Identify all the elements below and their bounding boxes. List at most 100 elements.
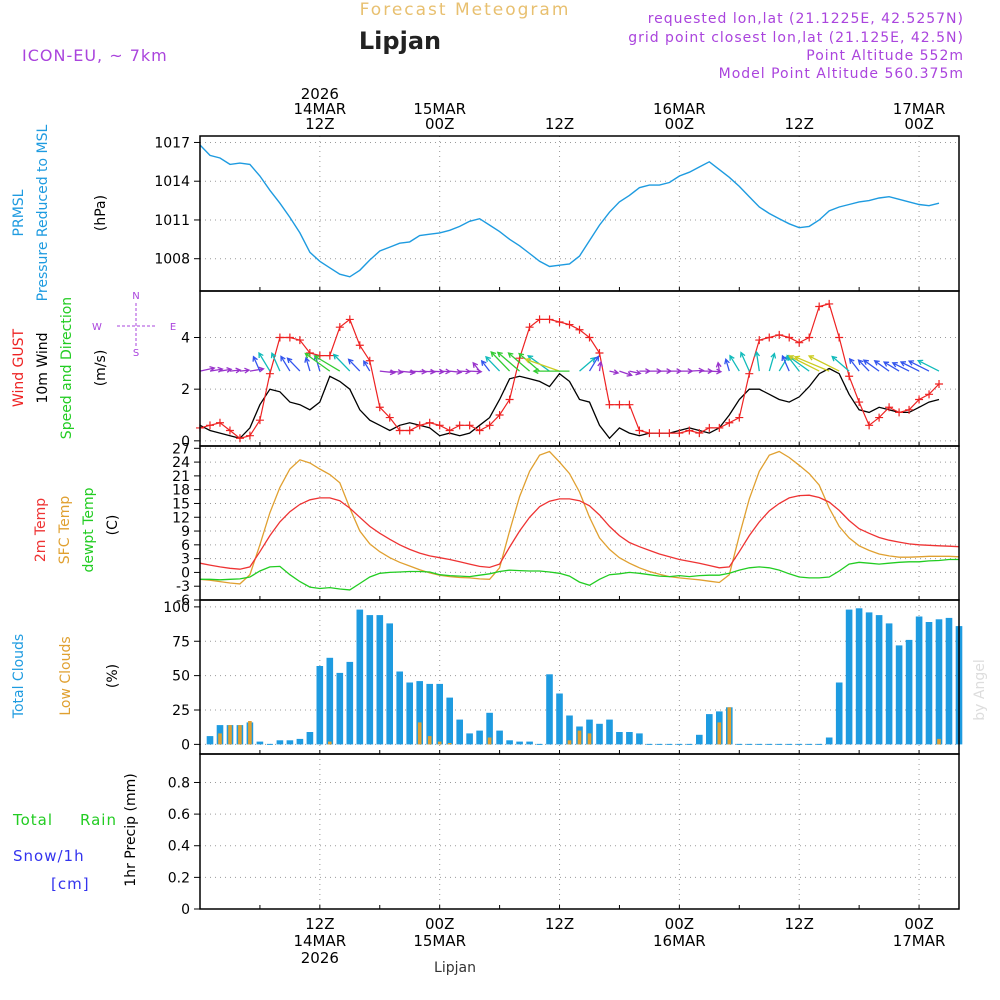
gust-marker bbox=[715, 423, 724, 432]
low-cloud-bar bbox=[417, 722, 422, 745]
gust-marker bbox=[695, 429, 704, 438]
wind-direction-arrow bbox=[252, 355, 261, 372]
gust-marker bbox=[405, 426, 414, 435]
gust-marker bbox=[875, 413, 884, 422]
gust-marker bbox=[255, 416, 264, 425]
wind-direction-arrow bbox=[347, 358, 361, 372]
wind-direction-arrow bbox=[768, 352, 777, 372]
gust-marker bbox=[825, 299, 834, 308]
wind-direction-arrow bbox=[588, 355, 600, 372]
y-tick-label: 0.8 bbox=[168, 775, 190, 791]
total-cloud-bar bbox=[596, 723, 603, 745]
wind-direction-arrow bbox=[469, 368, 483, 375]
wind-direction-arrow bbox=[304, 352, 331, 372]
precip-total-label: Total bbox=[12, 811, 53, 829]
wind-direction-arrow bbox=[286, 357, 301, 372]
wind-direction-arrow bbox=[882, 361, 900, 372]
low-cloud-bar bbox=[717, 722, 722, 745]
wind-direction-arrow bbox=[629, 369, 642, 376]
total-cloud-bar bbox=[546, 674, 553, 745]
sfc-temp-line bbox=[199, 450, 960, 585]
wind-direction-arrow bbox=[209, 366, 224, 373]
dewpoint-line bbox=[200, 558, 959, 591]
y-tick-label: 50 bbox=[172, 669, 190, 685]
y-tick-label: 6 bbox=[181, 538, 190, 554]
gust-marker bbox=[565, 320, 574, 329]
gust-marker bbox=[435, 421, 444, 430]
compass-west: W bbox=[92, 322, 102, 333]
total-cloud-bar bbox=[935, 619, 943, 745]
y-tick-label: 9 bbox=[181, 524, 190, 540]
top-time-label: 12Z bbox=[545, 115, 574, 133]
total-cloud-bar bbox=[526, 741, 533, 745]
low-cloud-bar bbox=[567, 740, 572, 745]
compass-east: E bbox=[170, 322, 176, 333]
gust-marker bbox=[855, 398, 864, 407]
precip-snow-label: Snow/1h bbox=[13, 847, 85, 865]
gust-marker bbox=[725, 418, 734, 427]
y-tick-label: 0 bbox=[181, 434, 190, 450]
requested-coords: requested lon,lat (21.1225E, 42.5257N) bbox=[648, 11, 964, 27]
compass-north: N bbox=[132, 291, 139, 302]
gust-marker bbox=[795, 338, 804, 347]
bottom-time-label: 00Z bbox=[904, 915, 933, 933]
wind-direction-arrow bbox=[532, 368, 570, 375]
wind-direction-arrow bbox=[781, 354, 790, 372]
bottom-time-label: 00Z bbox=[665, 915, 694, 933]
gust-marker bbox=[235, 434, 244, 443]
total-cloud-bar bbox=[915, 616, 923, 745]
total-cloud-bar bbox=[256, 741, 264, 745]
total-cloud-bar bbox=[296, 738, 304, 745]
wind-direction-arrow bbox=[472, 361, 481, 372]
total-cloud-bar bbox=[865, 612, 873, 745]
gust-marker bbox=[865, 421, 874, 430]
gust-marker bbox=[585, 333, 594, 342]
gust-marker bbox=[295, 336, 304, 345]
low-cloud-bar bbox=[447, 743, 452, 745]
hpa-label: (hPa) bbox=[93, 195, 109, 231]
total-cloud-bar bbox=[456, 719, 463, 745]
total-cloud-bar bbox=[616, 732, 623, 745]
gust-marker bbox=[345, 315, 354, 324]
y-tick-label: 0.6 bbox=[168, 807, 190, 823]
total-cloud-bar bbox=[905, 639, 913, 745]
gust-marker bbox=[215, 418, 224, 427]
gust-marker bbox=[915, 395, 924, 404]
wind-direction-arrow bbox=[649, 368, 663, 375]
y-tick-label: 25 bbox=[172, 703, 190, 719]
total-cloud-bar bbox=[636, 733, 643, 745]
y-tick-label: 3 bbox=[181, 552, 190, 568]
y-tick-label: 24 bbox=[172, 455, 190, 471]
wind-direction-arrow bbox=[619, 370, 633, 377]
y-tick-label: 0.4 bbox=[168, 839, 190, 855]
wind-direction-arrow bbox=[659, 368, 673, 375]
gust-marker bbox=[525, 323, 534, 332]
y-tick-label: 1008 bbox=[154, 252, 190, 268]
location-name: Lipjan bbox=[359, 27, 441, 55]
gust-marker bbox=[275, 333, 284, 342]
temp2m-label: 2m Temp bbox=[33, 498, 49, 562]
gust-marker bbox=[225, 426, 234, 435]
wind-direction-arrow bbox=[639, 368, 652, 375]
gust-marker bbox=[755, 336, 764, 345]
clouds-panel: 0 25 50 75 100 bbox=[163, 599, 963, 755]
wind-direction-arrow bbox=[332, 353, 351, 372]
total-cloud-bar bbox=[925, 622, 933, 745]
total-cloud-bar bbox=[356, 609, 364, 745]
top-time-label: 16MAR bbox=[653, 100, 706, 118]
top-time-label: 00Z bbox=[665, 115, 694, 133]
gust-marker bbox=[395, 426, 404, 435]
y-tick-label: 0.2 bbox=[168, 870, 190, 886]
wind-direction-arrow bbox=[807, 355, 840, 372]
wind-direction-arrow bbox=[862, 359, 880, 372]
precip-cm-label: [cm] bbox=[51, 875, 90, 893]
total-cloud-bar bbox=[566, 715, 573, 745]
total-cloud-bar bbox=[466, 733, 473, 745]
wind-direction-arrow bbox=[739, 351, 750, 372]
total-cloud-bar bbox=[426, 683, 433, 745]
compass-rose: N S W E bbox=[92, 291, 176, 359]
wind-direction-arrow bbox=[249, 366, 265, 373]
